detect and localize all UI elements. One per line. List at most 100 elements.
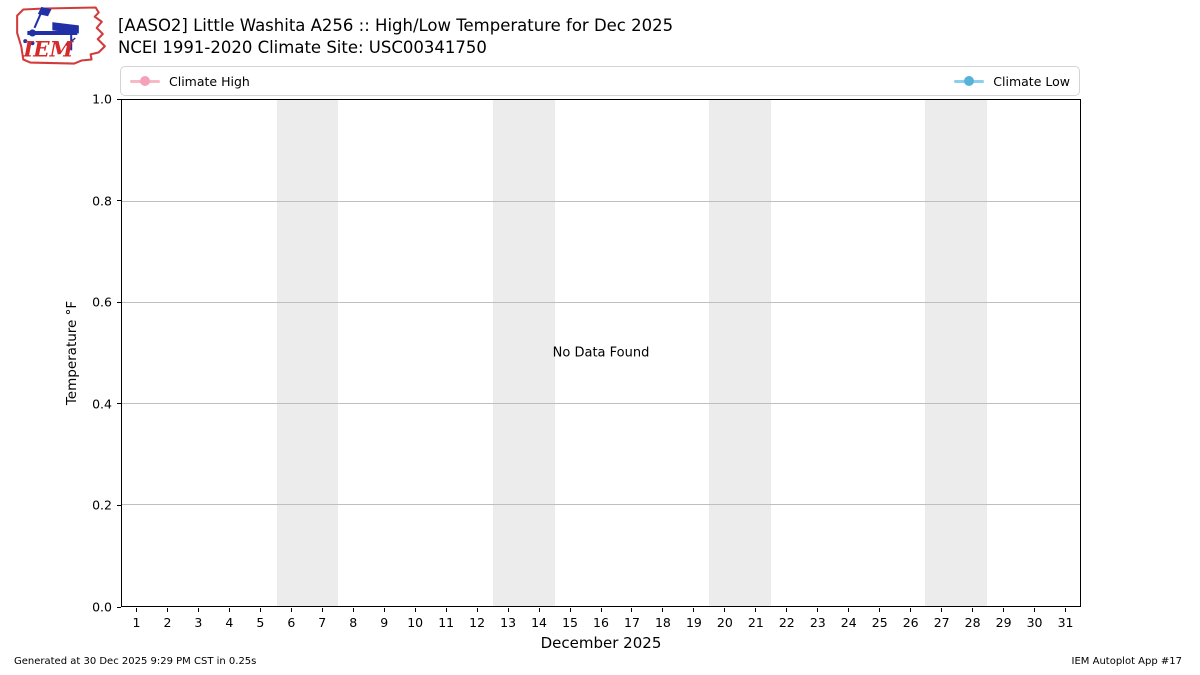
x-tick (662, 608, 664, 612)
x-tick-label: 12 (469, 615, 486, 630)
x-tick (786, 608, 788, 612)
x-tick-label: 30 (1026, 615, 1043, 630)
x-tick (910, 608, 912, 612)
x-tick (135, 608, 137, 612)
x-tick (569, 608, 571, 612)
legend-label: Climate High (169, 73, 250, 89)
x-tick (445, 608, 447, 612)
x-tick (228, 608, 230, 612)
x-tick (1065, 608, 1067, 612)
y-axis-ticks: 0.0 0.2 0.4 0.6 0.8 1.0 (0, 92, 121, 615)
x-tick (972, 608, 974, 612)
y-tick (117, 200, 121, 202)
weekend-band (276, 100, 339, 606)
x-tick (197, 608, 199, 612)
x-tick-label: 15 (562, 615, 578, 630)
x-tick-label: 21 (747, 615, 764, 630)
x-tick-label: 31 (1057, 615, 1074, 630)
x-tick (352, 608, 354, 612)
x-tick (290, 608, 292, 612)
x-tick-label: 18 (654, 615, 671, 630)
x-tick (600, 608, 602, 612)
weekend-band (925, 100, 988, 606)
legend: Climate High Climate Low (120, 66, 1080, 96)
x-tick (476, 608, 478, 612)
x-tick (321, 608, 323, 612)
x-tick-label: 3 (194, 615, 203, 630)
x-tick-label: 10 (407, 615, 424, 630)
x-tick-label: 6 (287, 615, 296, 630)
x-tick (1034, 608, 1036, 612)
x-tick-label: 5 (256, 615, 265, 630)
x-tick-label: 4 (225, 615, 234, 630)
y-axis-title: Temperature °F (64, 300, 80, 406)
x-tick (383, 608, 385, 612)
y-tick (117, 606, 121, 608)
x-axis-ticks: 1 2 3 4 5 6 7 8 9 10 11 12 13 14 15 16 17 18 19 20 21 22 23 24 2… (121, 608, 1081, 638)
x-tick (848, 608, 850, 612)
x-tick (1003, 608, 1005, 612)
y-tick-label: 0.4 (92, 396, 112, 412)
iowa-outline (16, 6, 106, 65)
x-tick-label: 28 (964, 615, 981, 630)
x-tick-label: 26 (902, 615, 919, 630)
legend-line-marker-icon (130, 76, 160, 86)
x-tick-label: 25 (871, 615, 888, 630)
x-tick-label: 11 (438, 615, 455, 630)
y-tick-label: 0.2 (92, 497, 112, 513)
weather-vane-icon (23, 6, 79, 51)
iem-logo-text: IEM (22, 37, 74, 62)
y-tick-label: 1.0 (92, 91, 112, 107)
x-tick (414, 608, 416, 612)
iem-logo: IEM (16, 6, 106, 65)
x-tick-label: 14 (531, 615, 548, 630)
x-tick-label: 20 (716, 615, 733, 630)
gridline (122, 200, 1080, 202)
gridline (122, 504, 1080, 506)
y-tick-label: 0.6 (92, 294, 112, 310)
legend-entry-climate-low: Climate Low (954, 74, 1070, 89)
x-tick-label: 16 (593, 615, 609, 630)
x-tick-label: 2 (163, 615, 172, 630)
x-tick-label: 13 (500, 615, 517, 630)
x-tick-label: 22 (778, 615, 795, 630)
title-block: [AASO2] Little Washita A256 :: High/Low … (118, 15, 673, 58)
weekend-band (492, 100, 555, 606)
x-tick (755, 608, 757, 612)
x-tick-label: 24 (840, 615, 857, 630)
legend-entry-climate-high: Climate High (130, 74, 250, 89)
x-tick (631, 608, 633, 612)
weekend-band (709, 100, 771, 606)
x-tick (507, 608, 509, 612)
y-tick (117, 98, 121, 100)
x-tick (941, 608, 943, 612)
x-tick (817, 608, 819, 612)
y-tick-label: 0.8 (92, 193, 112, 209)
gridline (122, 403, 1080, 405)
legend-line-marker-icon (954, 76, 985, 86)
page-subtitle: NCEI 1991-2020 Climate Site: USC00341750 (118, 37, 487, 57)
x-tick-label: 8 (349, 615, 358, 630)
x-tick-label: 1 (132, 615, 141, 630)
no-data-text: No Data Found (552, 345, 650, 361)
x-axis-title: December 2025 (540, 634, 662, 652)
gridline (122, 301, 1080, 303)
x-tick-label: 27 (933, 615, 950, 630)
x-tick (259, 608, 261, 612)
footer-generated: Generated at 30 Dec 2025 9:29 PM CST in … (14, 656, 257, 667)
x-tick-label: 7 (318, 615, 327, 630)
x-tick-label: 9 (380, 615, 389, 630)
y-tick (117, 504, 121, 506)
y-tick-label: 0.0 (92, 599, 112, 615)
x-tick (538, 608, 540, 612)
footer-app: IEM Autoplot App #17 (1071, 656, 1182, 667)
x-tick (166, 608, 168, 612)
x-tick-label: 17 (624, 615, 640, 630)
y-tick (117, 403, 121, 405)
page-title: [AASO2] Little Washita A256 :: High/Low … (118, 16, 674, 35)
x-tick (724, 608, 726, 612)
legend-label: Climate Low (993, 73, 1070, 89)
x-tick (879, 608, 881, 612)
x-tick-label: 29 (995, 615, 1012, 630)
